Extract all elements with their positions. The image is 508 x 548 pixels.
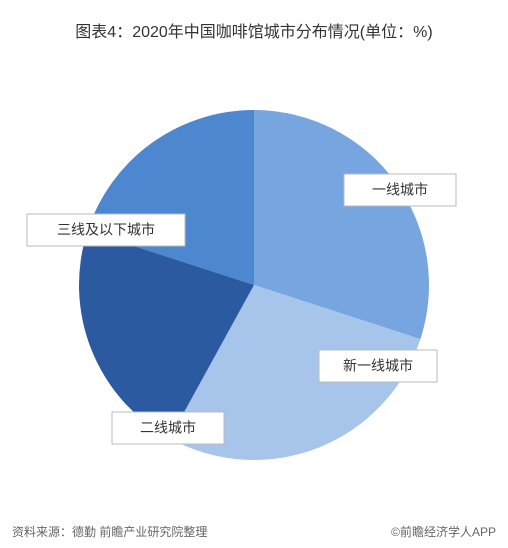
svg-text:一线城市: 一线城市 [372, 182, 428, 198]
slice-label: 一线城市 [344, 174, 456, 206]
svg-text:新一线城市: 新一线城市 [343, 358, 413, 374]
slice-label: 三线及以下城市 [27, 214, 185, 246]
slice-label: 二线城市 [112, 412, 224, 444]
pie-chart: 一线城市新一线城市二线城市 三线及以下城市 [0, 50, 508, 508]
source-text: 资料来源：德勤 前瞻产业研究院整理 [12, 523, 207, 540]
svg-text:三线及以下城市: 三线及以下城市 [57, 222, 155, 238]
slice-label: 新一线城市 [319, 350, 437, 382]
watermark-text: ©前瞻经济学人APP [391, 523, 496, 540]
svg-text:二线城市: 二线城市 [140, 420, 196, 436]
chart-title: 图表4：2020年中国咖啡馆城市分布情况(单位：%) [0, 0, 508, 42]
